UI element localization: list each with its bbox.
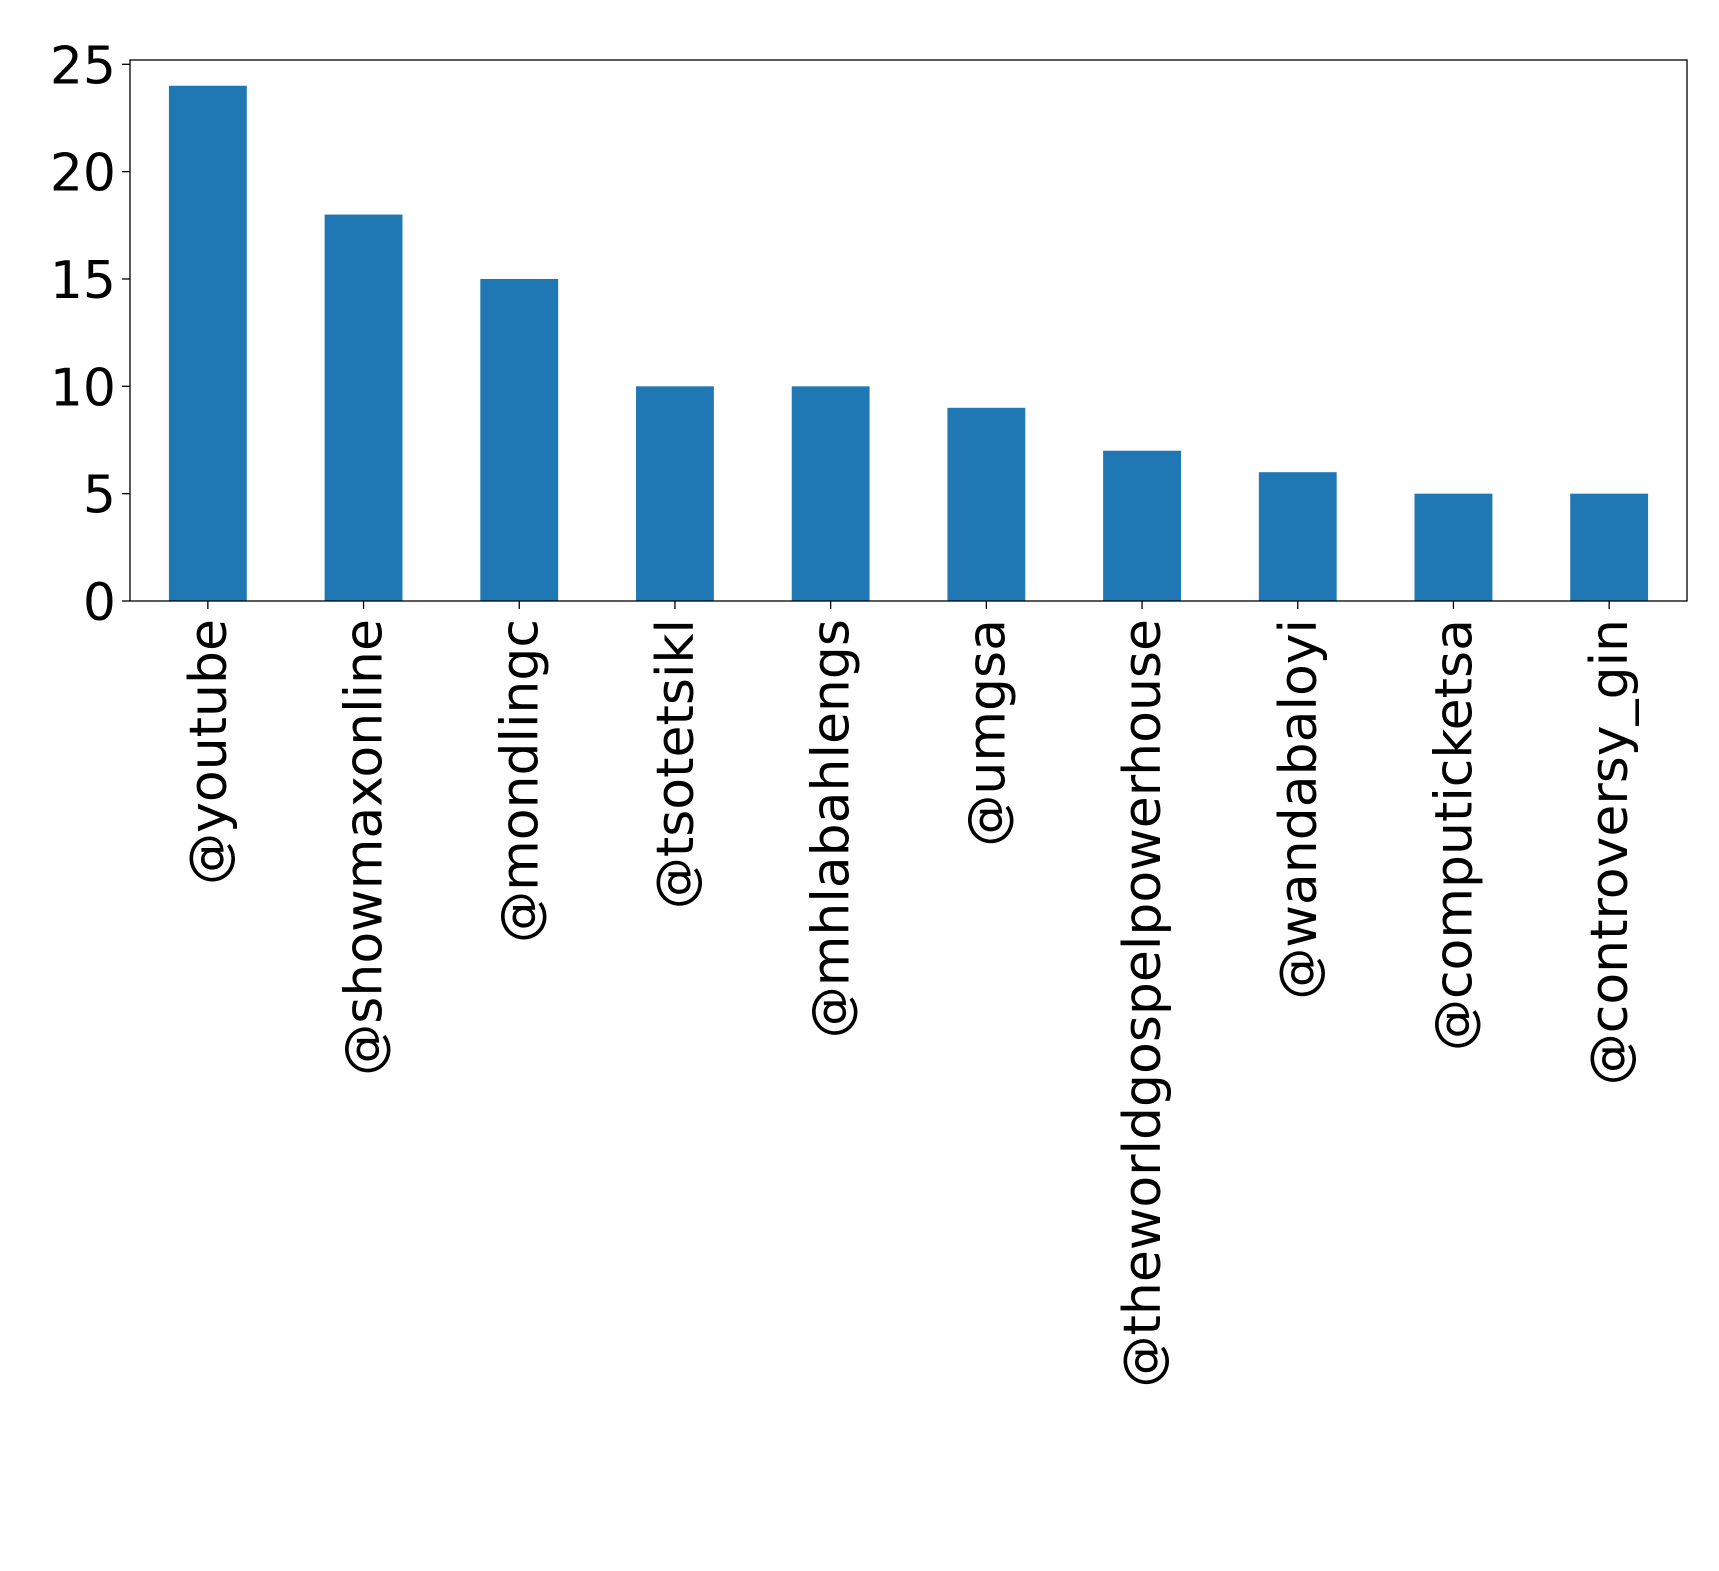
y-tick-label: 20	[50, 144, 116, 204]
x-tick-label: @controversy_gin	[1580, 619, 1640, 1085]
y-tick-label: 5	[83, 466, 116, 526]
bar-theworldgospelpowerhouse	[1103, 450, 1181, 601]
y-tick-label: 15	[50, 251, 116, 311]
x-tick-label: @tsotetsikl	[646, 619, 706, 909]
bars-group	[168, 85, 1649, 602]
y-tick-label: 25	[50, 36, 116, 96]
x-axis: @youtube @showmaxonline @mondlingc @tsotets…	[179, 601, 1640, 1388]
bar-tsotetsikl	[636, 386, 714, 601]
x-tick-label: @umgsa	[957, 619, 1017, 847]
x-tick-label: @showmaxonline	[335, 619, 395, 1076]
y-tick-label: 10	[50, 358, 116, 418]
x-tick-label: @computicketsa	[1424, 619, 1484, 1051]
bar-mondlingc	[480, 278, 559, 601]
bar-computicketsa	[1414, 493, 1493, 601]
plot-frame	[129, 59, 1688, 602]
x-tick-label: @theworldgospelpowerhouse	[1113, 619, 1173, 1388]
bar-wandabaloyi	[1258, 472, 1337, 601]
bar-umgsa	[947, 407, 1026, 601]
bar-mhlabahlengs	[791, 386, 870, 601]
x-tick-label: @mhlabahlengs	[802, 619, 862, 1038]
bar-controversy-gin	[1570, 493, 1649, 601]
y-tick-label: 0	[83, 573, 116, 633]
x-tick-label: @wandabaloyi	[1269, 619, 1329, 1000]
bar-showmaxonline	[324, 214, 403, 602]
bar-youtube	[168, 85, 247, 601]
x-tick-label: @youtube	[179, 619, 239, 885]
x-tick-label: @mondlingc	[490, 619, 550, 943]
y-axis: 0 5 10 15 20 25	[50, 36, 130, 633]
